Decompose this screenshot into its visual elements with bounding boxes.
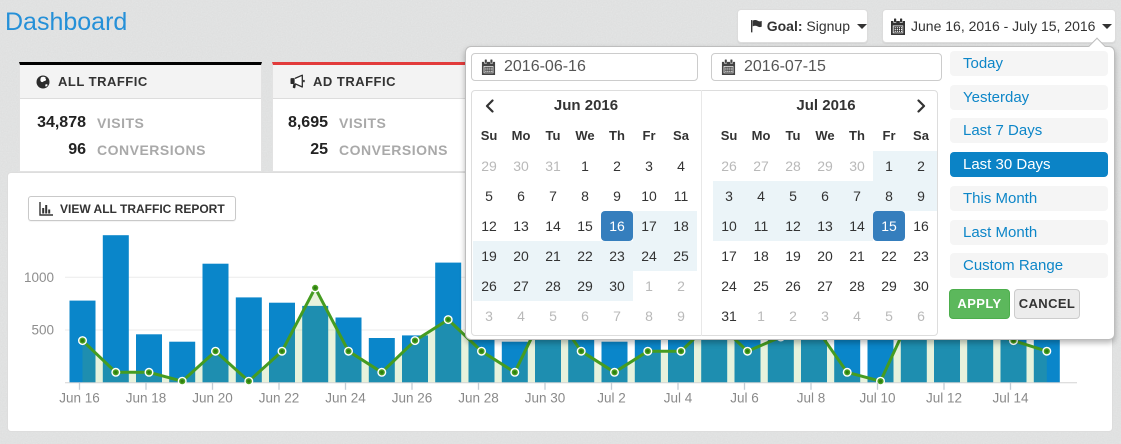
svg-text:Jun 26: Jun 26 [392,390,433,405]
svg-text:Jun 24: Jun 24 [325,390,366,405]
svg-text:Jul 2: Jul 2 [597,390,626,405]
svg-text:1000: 1000 [24,270,54,285]
svg-text:Jun 22: Jun 22 [259,390,300,405]
svg-text:Jul 10: Jul 10 [859,390,895,405]
svg-text:Jul 6: Jul 6 [730,390,759,405]
svg-text:Jul 14: Jul 14 [992,390,1029,405]
svg-text:Jul 4: Jul 4 [664,390,693,405]
svg-text:Jul 12: Jul 12 [926,390,962,405]
svg-text:Jun 16: Jun 16 [59,390,100,405]
svg-text:Jun 20: Jun 20 [192,390,233,405]
svg-text:Jun 30: Jun 30 [525,390,566,405]
svg-text:Jul 8: Jul 8 [797,390,826,405]
svg-text:Jun 28: Jun 28 [458,390,499,405]
svg-text:Jun 18: Jun 18 [126,390,167,405]
svg-text:500: 500 [31,323,54,338]
